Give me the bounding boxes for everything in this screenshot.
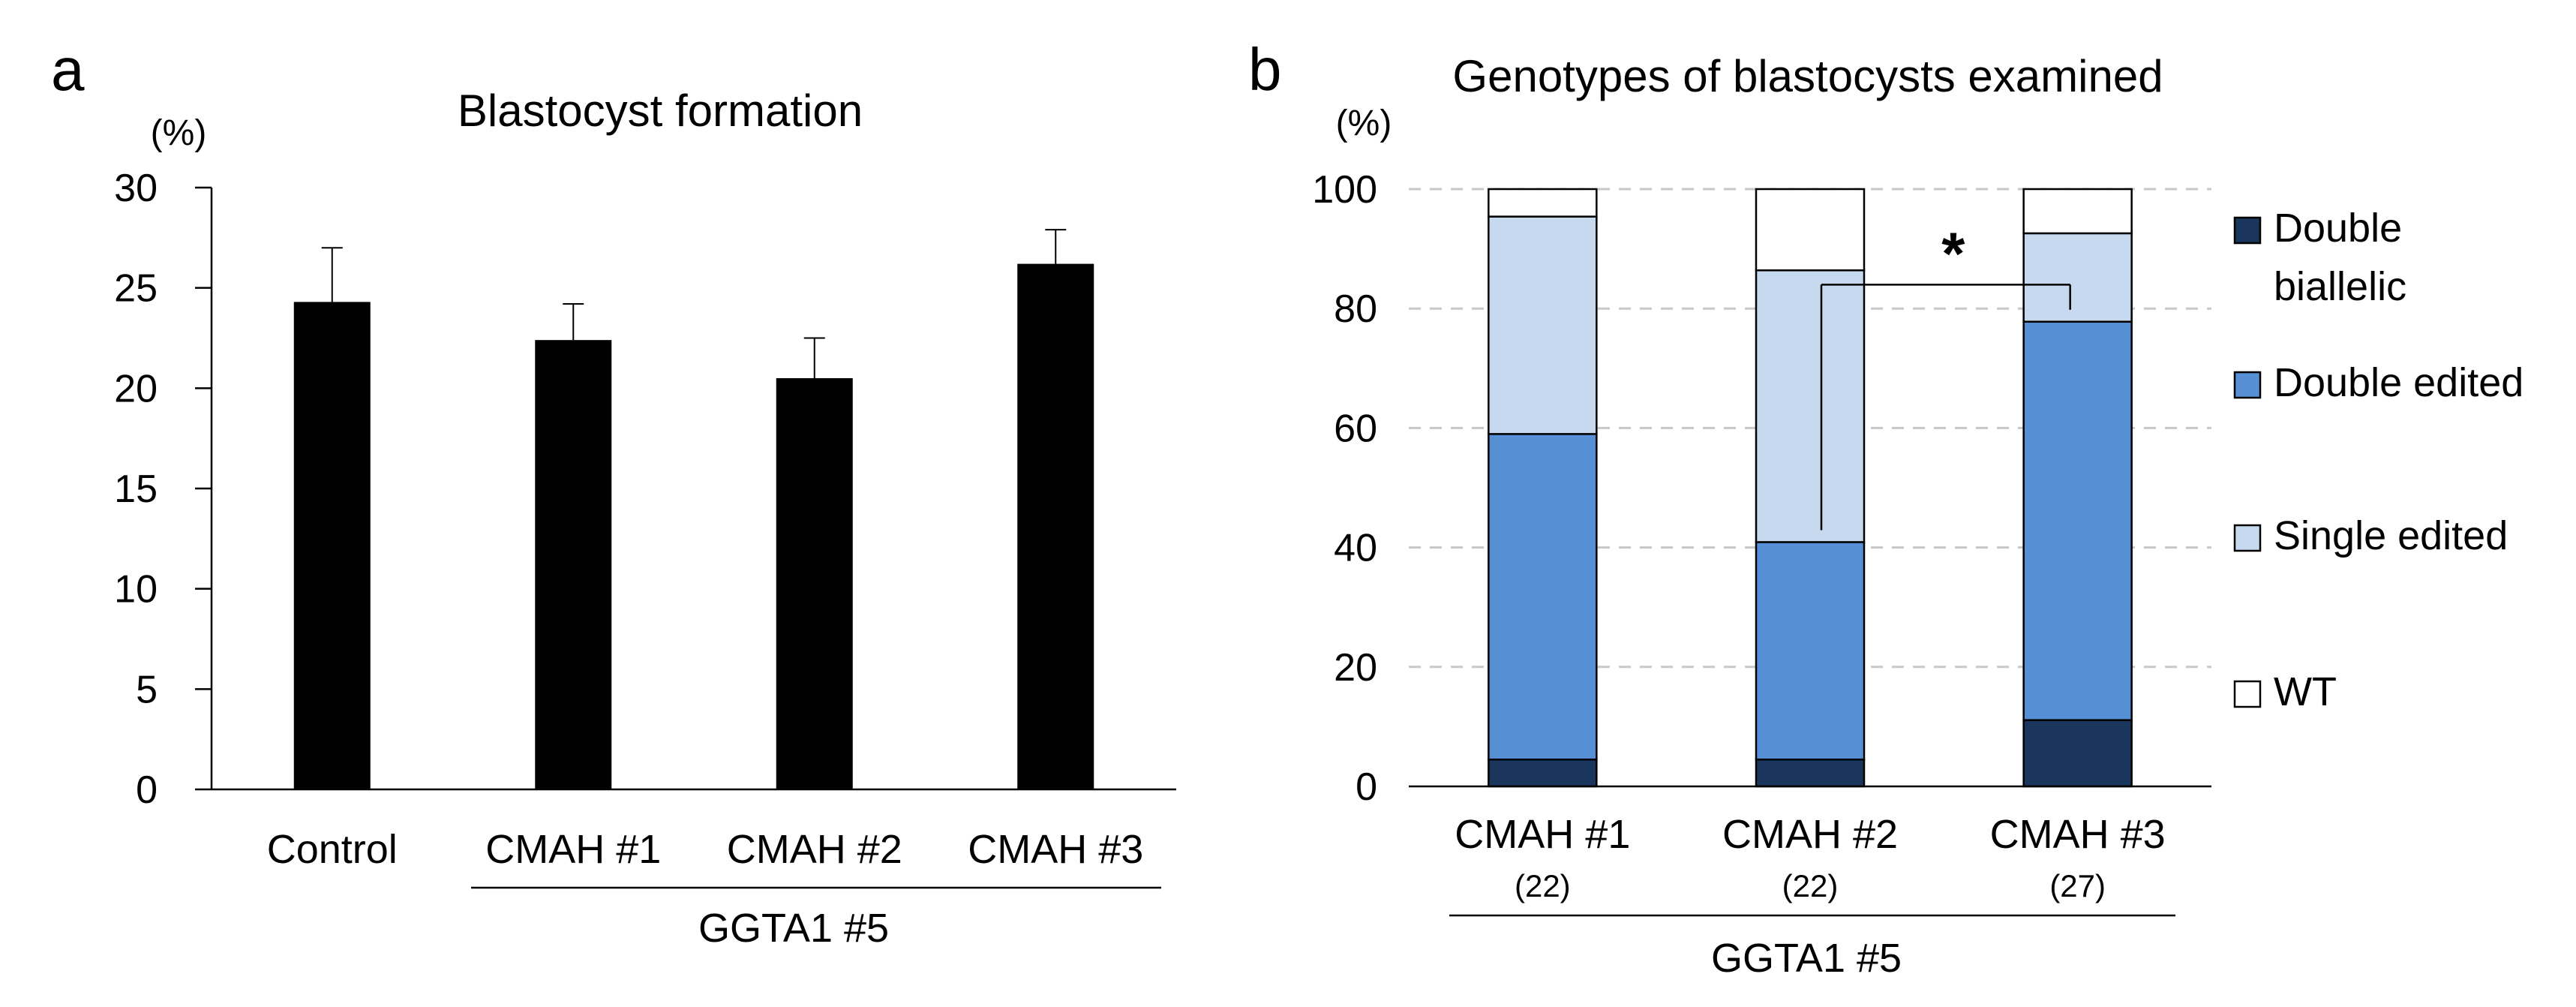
bar-cmah-1: [535, 340, 612, 789]
panel-b-legend: Double biallelic Double edited Single edite…: [2233, 206, 2523, 714]
category-label-cmah-1: CMAH #1: [1455, 812, 1630, 857]
panel-a-title: Blastocyst formation: [458, 86, 863, 136]
panel-a-y-tick-label: 25: [114, 267, 158, 311]
legend-label-double-biallelic: biallelic: [2274, 264, 2406, 309]
panel-a-bars: [293, 263, 1094, 789]
category-label-control: Control: [267, 827, 398, 872]
segment-cmah-2-single-edited: [1755, 269, 1866, 543]
segment-cmah-3-double-edited: [2022, 320, 2133, 721]
bar-cmah-2: [776, 377, 853, 789]
significance-star: *: [1941, 220, 1965, 287]
legend-swatch-double-edited: [2233, 371, 2262, 399]
bar-control: [293, 302, 371, 789]
category-label-cmah-2: CMAH #2: [1722, 812, 1898, 857]
panel-a-category-labels: Control CMAH #1 CMAH #2 CMAH #3: [267, 827, 1144, 872]
panel-b-title: Genotypes of blastocysts examined: [1452, 51, 2163, 101]
panel-b-stacked-bars: [1488, 188, 2133, 788]
legend-swatch-single-edited: [2233, 524, 2262, 552]
panel-b-letter: b: [1248, 36, 1282, 103]
panel-a-y-tick-label: 30: [114, 167, 158, 210]
panel-b-category-labels: CMAH #1 (22) CMAH #2 (22) CMAH #3 (27): [1455, 812, 2165, 903]
panel-a-y-tick-label: 10: [114, 568, 158, 612]
legend-swatch-wt: [2233, 680, 2262, 708]
panel-a-y-unit: (%): [151, 113, 207, 153]
sample-size-cmah-3: (27): [2049, 868, 2106, 903]
panel-a-group-label: GGTA1 #5: [698, 906, 889, 951]
panel-b-y-unit: (%): [1336, 104, 1392, 143]
panel-b-y-tick-label: 100: [1312, 168, 1377, 212]
panel-a-error-bars: [321, 229, 1067, 378]
panel-a-y-tick-label: 0: [136, 768, 158, 812]
panel-b-y-tick-label: 20: [1334, 646, 1377, 690]
segment-cmah-1-wt: [1488, 188, 1598, 218]
legend-label-double-edited: Double edited: [2274, 360, 2523, 405]
panel-b-y-ticks: 0 20 40 60 80 100: [1312, 168, 1377, 809]
panel-b-y-tick-label: 0: [1356, 765, 1377, 809]
segment-cmah-1-single-edited: [1488, 215, 1598, 435]
panel-a-letter: a: [51, 36, 85, 103]
legend-label-single-edited: Single edited: [2274, 513, 2508, 558]
panel-a-blastocyst-formation: a Blastocyst formation (%) 051015202530 …: [51, 36, 1176, 951]
segment-cmah-2-double-biallelic: [1755, 758, 1866, 788]
segment-cmah-3-single-edited: [2022, 232, 2133, 323]
segment-cmah-2-wt: [1755, 188, 1866, 272]
panel-b-y-tick-label: 40: [1334, 527, 1377, 570]
panel-b-significance: *: [1820, 220, 2071, 531]
category-label-cmah-3: CMAH #3: [968, 827, 1143, 872]
category-label-cmah-2: CMAH #2: [727, 827, 902, 872]
panel-b-y-tick-label: 80: [1334, 287, 1377, 331]
legend-label-wt: WT: [2274, 669, 2337, 714]
panel-a-y-tick-label: 20: [114, 367, 158, 410]
segment-cmah-3-double-biallelic: [2022, 719, 2133, 788]
panel-b-y-tick-label: 60: [1334, 407, 1377, 450]
panel-a-y-tick-label: 5: [136, 668, 158, 711]
legend-label-double-biallelic: Double: [2274, 206, 2402, 251]
category-label-cmah-3: CMAH #3: [1990, 812, 2166, 857]
panel-a-y-ticks: 0 5 10 15 20 25 30: [114, 167, 212, 812]
segment-cmah-1-double-edited: [1488, 433, 1598, 761]
bar-cmah-3: [1017, 263, 1094, 789]
legend-swatch-double-biallelic: [2233, 216, 2262, 245]
segment-cmah-2-double-edited: [1755, 541, 1866, 761]
sample-size-cmah-2: (22): [1782, 868, 1839, 903]
segment-cmah-1-double-biallelic: [1488, 758, 1598, 788]
segment-cmah-3-wt: [2022, 188, 2133, 235]
panel-b-genotypes: b Genotypes of blastocysts examined (%) …: [1248, 36, 2523, 981]
panel-b-group-label: GGTA1 #5: [1711, 936, 1902, 981]
panel-a-y-tick-label: 15: [114, 467, 158, 511]
sample-size-cmah-1: (22): [1515, 868, 1571, 903]
category-label-cmah-1: CMAH #1: [485, 827, 661, 872]
